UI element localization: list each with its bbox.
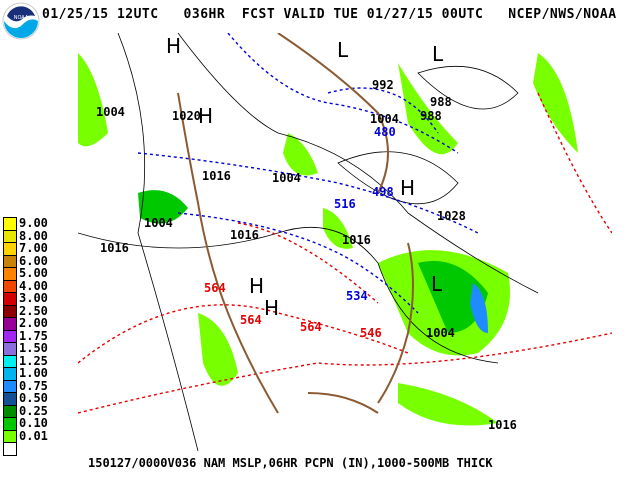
map-footer-caption: 150127/0000V036 NAM MSLP,06HR PCPN (IN),… [88,456,493,470]
low-center: L [337,38,349,62]
legend-swatch [3,342,17,355]
legend-swatch [3,254,17,267]
legend-label: 9.00 [19,216,48,230]
forecast-map [78,33,612,451]
legend-swatch [3,229,17,242]
thickness-label: 564 [204,281,226,295]
map-header-title: 01/25/15 12UTC 036HR FCST VALID TUE 01/2… [42,7,617,22]
isobar-label: 1016 [100,241,129,255]
precip-legend: 9.00 8.00 7.00 6.00 5.00 4.00 3.00 2.50 2.00 1.75… [3,217,48,456]
legend-label: 4.00 [19,278,48,293]
legend-swatch [3,404,17,417]
isobar-label: 1028 [437,209,466,223]
legend-label: 0.10 [19,416,48,430]
high-center: H [166,34,182,58]
isobar-label: 1016 [202,169,231,183]
low-center: L [432,42,444,66]
high-center: H [400,176,416,200]
isobar-label: 988 [430,95,452,109]
legend-swatch [3,417,17,430]
isobar-label: 1016 [488,418,517,432]
isobar-label: 1004 [426,326,455,340]
legend-swatch [3,379,17,392]
isobar-label: 1004 [144,216,173,230]
legend-label: 6.00 [19,253,48,268]
legend-swatch [3,367,17,380]
thickness-label: 564 [300,320,322,334]
legend-label: 1.50 [19,341,48,355]
logo-text: NOAA [14,15,29,21]
legend-label: 1.00 [19,366,48,380]
noaa-logo: NOAA [2,2,40,40]
isobar-label: 988 [420,109,442,123]
coastlines [177,33,414,414]
isobar-label: 1004 [370,112,399,126]
legend-label: 0.01 [19,428,48,443]
legend-swatch [3,279,17,292]
isobar-label: 1004 [96,105,125,119]
legend-swatch [3,217,17,230]
legend-swatch [3,267,17,280]
legend-swatch [3,304,17,317]
thickness-label: 480 [374,125,396,139]
precip-areas [78,53,578,426]
legend-label: 0.50 [19,391,48,405]
high-center: H [198,104,214,128]
thickness-label: 534 [346,289,368,303]
legend-label: 7.00 [19,241,48,255]
thickness-label: 498 [372,185,394,199]
legend-swatch [3,317,17,330]
isobar-label: 1004 [272,171,301,185]
thickness-label: 564 [240,313,262,327]
legend-label: 8.00 [19,228,48,243]
legend-swatch [3,392,17,405]
low-center: L [431,272,443,296]
thickness-label: 546 [360,326,382,340]
legend-label: 5.00 [19,266,48,280]
high-center: H [264,296,280,320]
legend-swatch [3,329,17,342]
isobar-label: 1020 [172,109,201,123]
contours [78,33,612,451]
legend-label: 0.25 [19,403,48,418]
legend-label: 1.75 [19,328,48,343]
legend-swatch [3,354,17,367]
isobar-label: 1016 [342,233,371,247]
legend-swatch [3,442,17,456]
legend-label: 2.00 [19,316,48,330]
legend-label: 2.50 [19,303,48,318]
legend-label: 1.25 [19,353,48,368]
thickness-label: 516 [334,197,356,211]
legend-swatch [3,242,17,255]
legend-label: 0.75 [19,378,48,393]
isobar-label: 992 [372,78,394,92]
legend-swatch [3,292,17,305]
legend-swatch [3,429,17,442]
legend-label: 3.00 [19,291,48,305]
isobar-label: 1016 [230,228,259,242]
high-center: H [249,274,265,298]
